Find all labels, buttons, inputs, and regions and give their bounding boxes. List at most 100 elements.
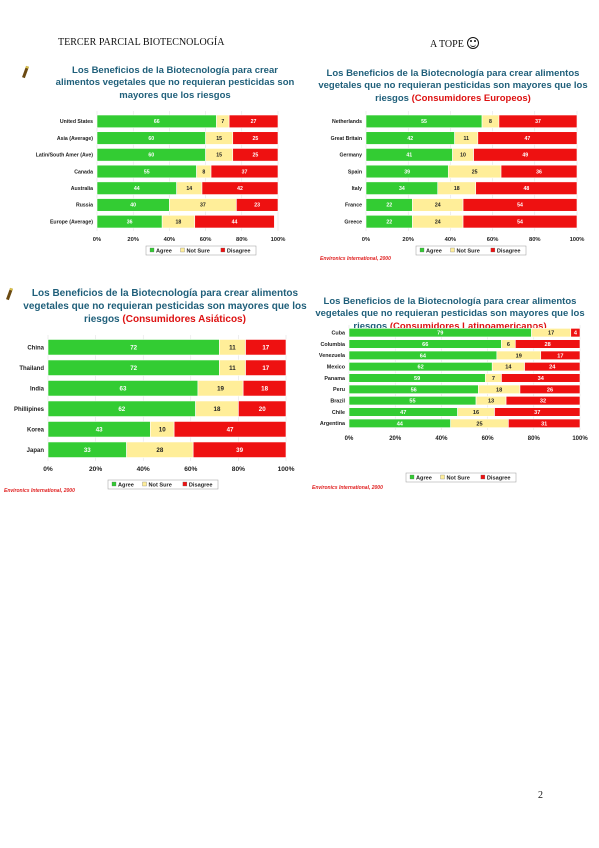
data-label: 54	[517, 219, 523, 225]
data-label: 23	[254, 203, 260, 209]
data-label: 55	[409, 399, 415, 405]
category-label: France	[345, 203, 362, 209]
bar-segment-disagree	[477, 131, 578, 145]
bar-segment-disagree	[462, 214, 578, 229]
data-label: 47	[227, 426, 234, 433]
legend-swatch	[419, 247, 425, 253]
data-label: 39	[404, 169, 410, 175]
x-tick-label: 20%	[402, 237, 414, 243]
legend-swatch	[180, 247, 185, 253]
bar-segment-disagree	[498, 114, 578, 129]
bar-segment-disagree	[540, 350, 581, 360]
category-label: Great Britain	[331, 136, 362, 142]
data-label: 24	[435, 203, 441, 209]
x-tick-label: 0%	[93, 237, 101, 243]
x-tick-label: 80%	[529, 237, 541, 243]
chart-2-title: Los Beneficios de la Biotecnología para …	[318, 68, 588, 105]
data-label: 42	[237, 186, 243, 192]
data-label: 34	[399, 186, 405, 192]
data-label: 17	[548, 331, 554, 337]
data-label: 40	[130, 203, 136, 209]
x-tick-label: 40%	[164, 237, 176, 243]
chart-4-title: Los Beneficios de la Biotecnología para …	[305, 296, 595, 333]
chart-1-title: Los Beneficios de la Biotecnología para …	[50, 65, 300, 102]
legend-label: Agree	[426, 248, 442, 254]
legend-box	[405, 472, 517, 483]
bar-segment-disagree	[232, 131, 279, 145]
x-tick-label: 60%	[482, 436, 495, 442]
data-label: 34	[538, 376, 545, 382]
category-label: Spain	[348, 169, 362, 175]
data-label: 39	[236, 447, 243, 454]
legend-swatch	[149, 247, 155, 253]
data-label: 22	[386, 219, 392, 225]
legend-label: Agree	[156, 248, 172, 254]
bar-segment-disagree	[245, 339, 287, 356]
data-label: 63	[120, 385, 127, 392]
data-label: 18	[261, 385, 268, 392]
bar-segment-disagree	[232, 148, 279, 162]
category-label: Chile	[332, 410, 345, 416]
data-label: 19	[217, 385, 224, 392]
category-label: Germany	[340, 153, 363, 159]
data-label: 49	[522, 153, 528, 159]
category-label: Europe (Average)	[50, 219, 93, 225]
data-label: 66	[154, 119, 160, 125]
data-label: 62	[118, 406, 125, 413]
chart-1-plot: 0% 20% 40% 60% 80% 100% United States 66 7 27 Asia…	[36, 111, 285, 243]
data-label: 32	[540, 399, 546, 405]
x-tick-label: 100%	[570, 237, 585, 243]
data-label: 17	[557, 353, 563, 359]
x-tick-label: 20%	[389, 436, 402, 442]
data-label: 26	[547, 387, 553, 393]
data-label: 7	[221, 119, 224, 125]
data-label: 44	[232, 219, 238, 225]
x-tick-label: 80%	[236, 237, 248, 243]
x-tick-label: 0%	[362, 237, 370, 243]
bar-segment-disagree	[473, 148, 578, 162]
legend-label: Disagree	[227, 248, 251, 254]
data-label: 6	[507, 342, 510, 348]
x-tick-label: 80%	[232, 466, 245, 473]
data-label: 14	[186, 186, 192, 192]
data-label: 20	[259, 406, 266, 413]
chart-3-source: Environics International, 2000	[4, 488, 75, 494]
x-tick-label: 100%	[278, 466, 295, 473]
bar-segment-disagree	[501, 373, 581, 383]
x-tick-label: 60%	[200, 237, 212, 243]
category-label: Argentina	[320, 421, 346, 427]
data-label: 59	[414, 376, 420, 382]
data-label: 18	[496, 387, 502, 393]
bar-segment-disagree	[242, 380, 287, 397]
data-label: 19	[516, 353, 522, 359]
legend-swatch	[142, 481, 147, 487]
legend-box	[107, 479, 219, 490]
category-label: Panama	[324, 376, 346, 382]
data-label: 66	[422, 342, 428, 348]
legend-label: Not Sure	[457, 248, 480, 254]
bar-segment-disagree	[194, 214, 275, 229]
data-label: 15	[216, 136, 222, 142]
data-label: 28	[156, 447, 163, 454]
bar-segment-disagree	[245, 359, 287, 376]
legend-swatch	[440, 474, 445, 480]
legend-swatch	[182, 481, 188, 487]
data-label: 11	[229, 344, 236, 351]
category-label: Phillipines	[14, 407, 45, 413]
data-label: 15	[216, 153, 222, 159]
data-label: 33	[84, 447, 91, 454]
data-label: 54	[517, 203, 523, 209]
data-label: 8	[202, 169, 205, 175]
chart-1-legend: Agree Not Sure Disagree	[145, 245, 257, 256]
page-header-right: A TOPE	[430, 37, 479, 50]
bar-segment-disagree	[192, 441, 287, 458]
data-label: 60	[148, 153, 154, 159]
category-label: India	[30, 386, 45, 392]
chart-4-source: Environics International, 2000	[312, 485, 383, 491]
chart-2-title-text: Los Beneficios de la Biotecnología para …	[318, 68, 588, 104]
category-label: Asia (Average)	[57, 136, 93, 142]
bar-segment-disagree	[228, 114, 279, 129]
category-label: Latin/South Amer (Ave)	[36, 153, 94, 159]
